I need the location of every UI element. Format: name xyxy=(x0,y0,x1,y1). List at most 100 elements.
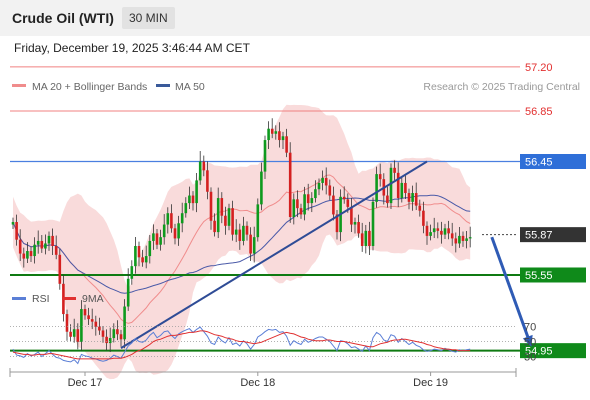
candle-body xyxy=(306,194,310,204)
level-label-box-resistance xyxy=(520,103,586,119)
x-tick-label: Dec 17 xyxy=(68,377,103,389)
level-label-box-support xyxy=(520,343,586,359)
candle-body xyxy=(177,223,180,239)
candle-body xyxy=(285,136,288,153)
candle-body xyxy=(278,131,281,141)
candle-body xyxy=(443,228,447,235)
ma50-line xyxy=(12,194,471,294)
candle-body xyxy=(335,214,339,233)
candle-body xyxy=(393,167,396,173)
level-label: 55.55 xyxy=(525,270,553,282)
candle-body xyxy=(101,330,105,337)
candle-body xyxy=(159,237,162,245)
rsi-legend-label: RSI xyxy=(32,293,50,305)
candle-body xyxy=(47,235,51,244)
candle-body xyxy=(353,222,357,225)
candle-body xyxy=(184,203,188,214)
candle-body xyxy=(80,309,83,342)
candle-body xyxy=(15,222,18,240)
candle-body xyxy=(155,233,159,245)
candle-body xyxy=(260,171,263,205)
ma20-line xyxy=(12,174,471,324)
candle-body xyxy=(209,191,213,221)
candle-body xyxy=(332,195,335,215)
candle-body xyxy=(29,251,33,257)
candle-body xyxy=(256,204,260,238)
candle-body xyxy=(220,198,224,216)
candle-body xyxy=(252,237,256,254)
candle-body xyxy=(447,228,450,234)
level-label-box-last xyxy=(520,227,586,243)
candle-body xyxy=(33,244,36,257)
candle-body xyxy=(357,222,360,234)
candle-body xyxy=(87,315,90,320)
x-tick-label: Dec 19 xyxy=(413,377,448,389)
candle-body xyxy=(119,334,123,340)
rsi-ma-line xyxy=(12,330,471,360)
ma20-legend-swatch xyxy=(12,84,26,87)
candle-body xyxy=(440,230,443,235)
candle-body xyxy=(69,331,72,337)
candle-body xyxy=(328,185,332,196)
candle-body xyxy=(245,225,249,235)
candle-body xyxy=(105,336,108,344)
candle-body xyxy=(346,199,350,207)
rsi-ma-legend-swatch xyxy=(62,297,76,300)
candle-body xyxy=(72,329,76,337)
level-label-box-support xyxy=(520,267,586,283)
candle-body xyxy=(299,208,303,215)
candle-body xyxy=(234,229,238,235)
candle-body xyxy=(18,239,22,254)
candle-body xyxy=(112,329,116,339)
candle-body xyxy=(386,195,389,204)
candle-body xyxy=(166,213,170,225)
candle-body xyxy=(321,177,324,183)
chart-datetime: Friday, December 19, 2025 3:46:44 AM CET xyxy=(14,41,250,55)
candle-body xyxy=(227,208,231,226)
candle-body xyxy=(216,198,220,233)
forecast-arrow-head xyxy=(522,334,533,347)
candle-body xyxy=(36,240,40,245)
candle-body xyxy=(162,224,166,238)
candle-body xyxy=(465,238,468,241)
candle-body xyxy=(76,329,80,342)
candle-body xyxy=(263,140,267,172)
candle-body xyxy=(195,180,198,204)
candle-body xyxy=(288,152,292,217)
candle-body xyxy=(22,253,26,259)
candle-body xyxy=(198,161,202,181)
candle-body xyxy=(231,208,234,235)
level-label: 57.20 xyxy=(525,62,553,74)
candle-body xyxy=(310,198,314,204)
candle-body xyxy=(267,128,270,141)
candle-body xyxy=(40,240,44,249)
candle-body xyxy=(454,238,458,244)
candle-body xyxy=(242,225,245,241)
candle-body xyxy=(137,245,141,258)
timeframe-button[interactable]: 30 MIN xyxy=(122,7,175,29)
ma20-legend-label: MA 20 + Bollinger Bands xyxy=(32,81,147,93)
candle-body xyxy=(58,254,62,284)
candle-body xyxy=(292,199,296,217)
chart-credit: Research © 2025 Trading Central xyxy=(423,81,580,93)
candle-body xyxy=(432,228,436,233)
bollinger-band xyxy=(13,104,471,380)
rsi-legend-swatch xyxy=(12,297,26,300)
candle-body xyxy=(400,182,404,199)
candle-body xyxy=(360,233,364,246)
candle-body xyxy=(324,177,328,186)
candle-body xyxy=(83,309,87,316)
candle-body xyxy=(303,194,306,215)
candle-body xyxy=(238,229,242,241)
candle-body xyxy=(414,193,418,206)
candle-body xyxy=(180,213,184,224)
candle-body xyxy=(148,240,152,257)
candle-body xyxy=(170,213,173,229)
candle-body xyxy=(281,136,285,141)
candle-body xyxy=(108,338,112,344)
level-label-box-resistance xyxy=(520,59,586,75)
candle-body xyxy=(94,321,98,327)
candle-body xyxy=(191,195,195,204)
level-label: 55.87 xyxy=(525,230,553,242)
candle-body xyxy=(173,228,177,239)
